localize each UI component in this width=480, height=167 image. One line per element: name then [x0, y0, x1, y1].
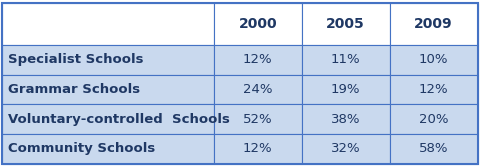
- Bar: [2, 75, 214, 104]
- Text: 12%: 12%: [243, 142, 273, 155]
- Bar: [302, 134, 390, 164]
- Bar: [390, 104, 478, 134]
- Bar: [214, 75, 302, 104]
- Text: 38%: 38%: [331, 113, 360, 126]
- Bar: [302, 75, 390, 104]
- Text: Voluntary-controlled  Schools: Voluntary-controlled Schools: [8, 113, 230, 126]
- Bar: [302, 3, 390, 45]
- Text: 12%: 12%: [419, 83, 448, 96]
- Bar: [214, 134, 302, 164]
- Bar: [302, 45, 390, 75]
- Text: 11%: 11%: [331, 53, 360, 66]
- Text: 24%: 24%: [243, 83, 273, 96]
- Bar: [2, 45, 214, 75]
- Text: 20%: 20%: [419, 113, 448, 126]
- Bar: [214, 45, 302, 75]
- Text: 2005: 2005: [326, 17, 365, 31]
- Text: 58%: 58%: [419, 142, 448, 155]
- Bar: [2, 134, 214, 164]
- Text: 52%: 52%: [243, 113, 273, 126]
- Text: Grammar Schools: Grammar Schools: [8, 83, 140, 96]
- Bar: [214, 104, 302, 134]
- Text: 10%: 10%: [419, 53, 448, 66]
- Text: 32%: 32%: [331, 142, 360, 155]
- Bar: [2, 3, 214, 45]
- Bar: [390, 134, 478, 164]
- Text: 2009: 2009: [414, 17, 453, 31]
- Bar: [302, 104, 390, 134]
- Text: Community Schools: Community Schools: [8, 142, 156, 155]
- Bar: [2, 104, 214, 134]
- Text: Specialist Schools: Specialist Schools: [8, 53, 144, 66]
- Bar: [390, 75, 478, 104]
- Text: 2000: 2000: [239, 17, 277, 31]
- Bar: [390, 3, 478, 45]
- Bar: [214, 3, 302, 45]
- Text: 19%: 19%: [331, 83, 360, 96]
- Text: 12%: 12%: [243, 53, 273, 66]
- Bar: [390, 45, 478, 75]
